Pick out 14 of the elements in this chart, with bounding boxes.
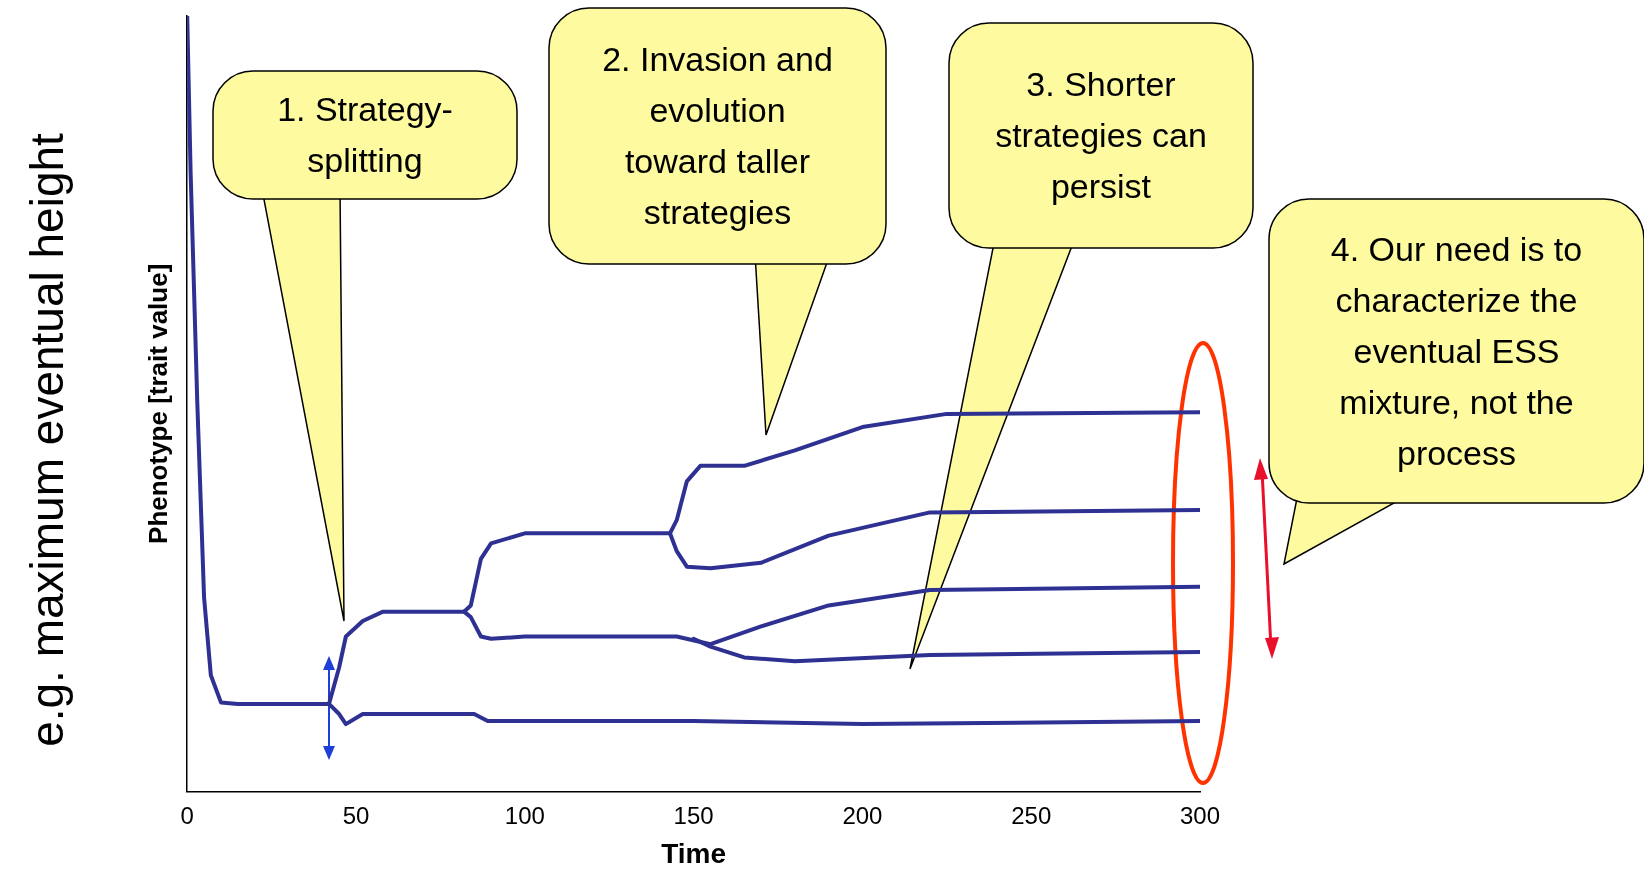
x-tick-label: 150	[673, 801, 714, 829]
x-tick-label: 200	[842, 801, 883, 829]
x-tick-label: 250	[1011, 801, 1052, 829]
annotation: 3. Shorter strategies can persist	[994, 64, 1208, 207]
text: 4. Our need is to characterize the eventual ESS mixture, not the process	[1329, 228, 1584, 474]
y-axis-title: Phenotype [trait value]	[142, 263, 173, 544]
x-tick-label: 50	[342, 801, 370, 829]
x-tick-label: 300	[1179, 801, 1221, 829]
annotation: 1. Strategy-splitting	[276, 89, 454, 181]
x-tick-label: 0	[180, 801, 194, 829]
x-tick-label: 100	[504, 801, 545, 829]
text: e.g. maximum eventual height	[20, 133, 74, 747]
annotation: 2. Invasion and evolution toward taller strategies	[601, 39, 834, 233]
x-axis-title: Time	[661, 837, 727, 869]
